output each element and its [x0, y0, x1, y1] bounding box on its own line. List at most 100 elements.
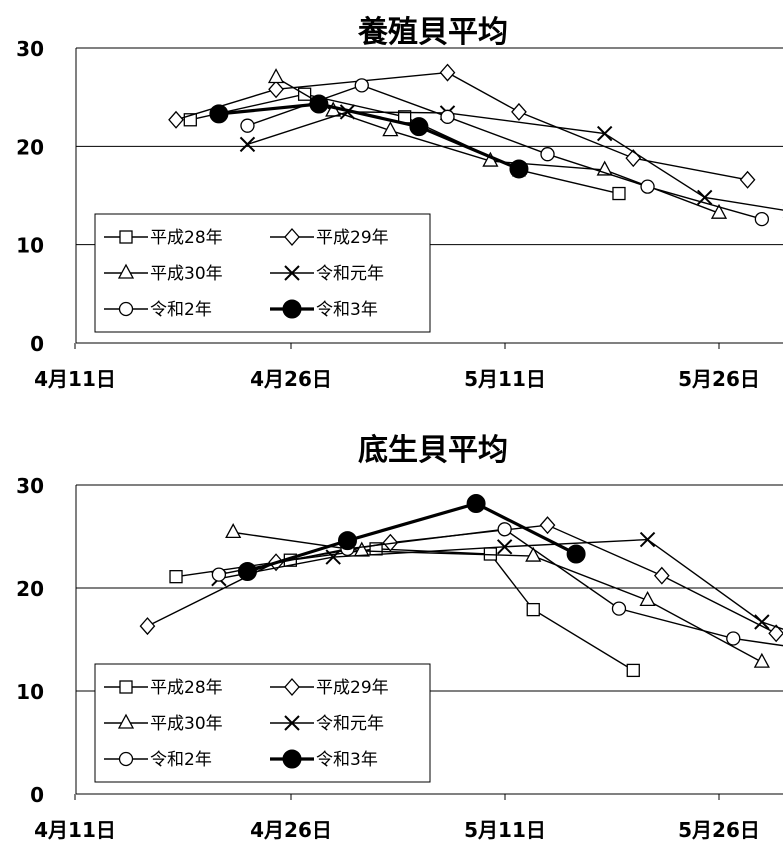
data-point [739, 170, 756, 189]
data-point [466, 494, 486, 514]
legend-label: 平成28年 [150, 678, 223, 698]
legend-marker [117, 263, 135, 279]
series-line [147, 524, 777, 634]
data-point [509, 159, 529, 179]
legend-label: 令和元年 [316, 714, 384, 734]
data-point [768, 624, 783, 643]
legend-marker [284, 678, 300, 696]
data-point [639, 531, 656, 548]
legend-label: 平成29年 [316, 678, 389, 698]
data-point [382, 121, 399, 137]
legend-label: 令和3年 [316, 300, 378, 320]
x-tick-label: 5月11日 [464, 818, 546, 842]
data-point [753, 652, 770, 668]
legend-marker [284, 715, 300, 731]
x-tick-label: 4月11日 [34, 818, 116, 842]
y-tick-label: 30 [16, 474, 44, 498]
legend-marker [119, 230, 133, 244]
legend-label: 令和2年 [150, 300, 212, 320]
x-tick-label: 4月26日 [250, 818, 332, 842]
x-tick-label: 5月11日 [464, 367, 546, 391]
legend-marker [118, 301, 134, 317]
data-point [653, 566, 670, 585]
series-line [275, 76, 720, 214]
data-point [225, 523, 242, 539]
data-point [754, 211, 770, 227]
series-line [247, 84, 763, 220]
data-point [169, 570, 183, 584]
x-tick-label: 5月26日 [678, 818, 760, 842]
legend-marker [117, 713, 135, 729]
series-filled-circle [209, 94, 529, 179]
y-tick-label: 0 [30, 332, 44, 356]
legend-label: 令和3年 [316, 750, 378, 770]
series-filled-circle [237, 494, 586, 582]
data-point [239, 136, 256, 153]
data-point [611, 601, 627, 616]
series-circle [240, 78, 770, 227]
data-point [382, 533, 399, 552]
legend-label: 平成30年 [150, 264, 223, 284]
data-point [211, 567, 227, 582]
data-point [267, 68, 285, 84]
legend-label: 令和元年 [316, 264, 384, 284]
x-tick-label: 5月26日 [678, 367, 760, 391]
legend-marker [282, 299, 302, 319]
series-triangle [225, 523, 770, 668]
y-tick-label: 10 [16, 234, 44, 258]
series-diamond [168, 63, 756, 189]
data-point [337, 531, 357, 551]
series-square [183, 87, 626, 201]
data-point [497, 522, 512, 537]
data-point [612, 186, 626, 201]
y-tick-label: 30 [16, 37, 44, 61]
legend-box [94, 663, 431, 783]
data-point [626, 663, 640, 678]
data-point [525, 546, 542, 562]
series-x [239, 104, 783, 218]
data-point [526, 602, 540, 617]
y-tick-label: 20 [16, 135, 44, 159]
data-point [710, 203, 728, 219]
legend-label: 平成29年 [316, 228, 389, 248]
data-point [640, 179, 655, 194]
legend-label: 平成30年 [150, 714, 223, 734]
data-point [726, 631, 741, 646]
legend-box [94, 213, 431, 333]
series-x [211, 531, 783, 630]
y-tick-label: 10 [16, 680, 44, 704]
data-point [268, 80, 284, 99]
series-line [175, 71, 748, 181]
series-line [246, 501, 577, 574]
data-point [240, 118, 255, 133]
data-point [439, 63, 456, 82]
y-tick-label: 20 [16, 577, 44, 601]
series-circle [211, 522, 783, 647]
x-tick-label: 4月11日 [34, 367, 116, 391]
data-point [566, 544, 586, 564]
legend-label: 平成28年 [150, 228, 223, 248]
series-line [218, 528, 783, 647]
data-point [511, 102, 527, 121]
legend-marker [282, 749, 302, 769]
x-tick-label: 4月26日 [250, 367, 332, 391]
series-line [218, 102, 520, 171]
legend-marker [118, 751, 134, 767]
data-point [168, 110, 184, 129]
legend-label: 令和2年 [150, 750, 212, 770]
data-point [440, 109, 455, 124]
data-point [596, 125, 613, 142]
legend-marker [119, 680, 133, 694]
data-point [496, 539, 513, 555]
data-point [139, 617, 156, 636]
data-point [540, 147, 555, 162]
y-tick-label: 0 [30, 783, 44, 807]
chart-title: 養殖貝平均 [357, 15, 508, 50]
legend-marker [284, 265, 300, 281]
series-line [247, 111, 783, 211]
